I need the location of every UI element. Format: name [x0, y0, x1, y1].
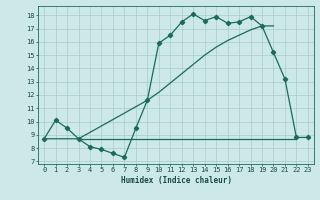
X-axis label: Humidex (Indice chaleur): Humidex (Indice chaleur): [121, 176, 231, 185]
